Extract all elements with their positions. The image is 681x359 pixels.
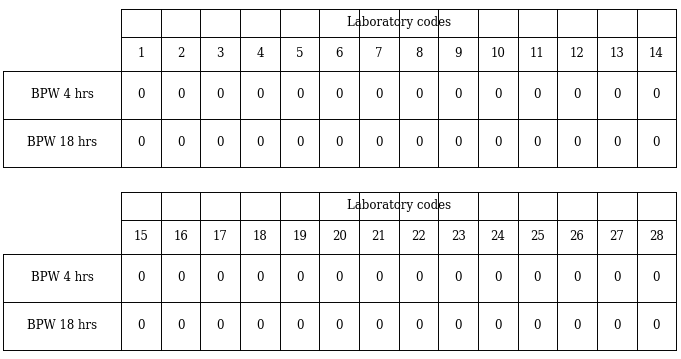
Text: Laboratory codes: Laboratory codes <box>347 199 451 213</box>
Text: 5: 5 <box>296 47 303 60</box>
Text: 1: 1 <box>138 47 144 60</box>
Text: 0: 0 <box>217 320 224 332</box>
Text: 0: 0 <box>415 136 422 149</box>
Text: 0: 0 <box>138 320 145 332</box>
Text: 21: 21 <box>372 230 386 243</box>
Text: 0: 0 <box>494 271 502 284</box>
Text: 0: 0 <box>177 136 185 149</box>
Text: 0: 0 <box>256 136 264 149</box>
Text: 28: 28 <box>649 230 664 243</box>
Text: 0: 0 <box>177 271 185 284</box>
Text: 0: 0 <box>415 88 422 101</box>
Text: 0: 0 <box>573 88 581 101</box>
Text: 0: 0 <box>415 320 422 332</box>
Text: 4: 4 <box>256 47 264 60</box>
Text: 3: 3 <box>217 47 224 60</box>
Text: BPW 4 hrs: BPW 4 hrs <box>31 271 94 284</box>
Text: 23: 23 <box>451 230 466 243</box>
Text: 10: 10 <box>490 47 505 60</box>
Text: 0: 0 <box>296 320 303 332</box>
Text: 7: 7 <box>375 47 383 60</box>
Text: 0: 0 <box>494 136 502 149</box>
Text: 0: 0 <box>613 88 620 101</box>
Text: 0: 0 <box>217 271 224 284</box>
Text: 0: 0 <box>573 271 581 284</box>
Text: 6: 6 <box>336 47 343 60</box>
Text: 0: 0 <box>652 88 660 101</box>
Text: 0: 0 <box>336 320 343 332</box>
Text: 0: 0 <box>534 88 541 101</box>
Text: 0: 0 <box>534 136 541 149</box>
Text: 0: 0 <box>138 136 145 149</box>
Text: 13: 13 <box>609 47 624 60</box>
Text: BPW 18 hrs: BPW 18 hrs <box>27 320 97 332</box>
Text: 0: 0 <box>177 320 185 332</box>
Text: 0: 0 <box>454 136 462 149</box>
Text: 0: 0 <box>494 88 502 101</box>
Text: 0: 0 <box>454 88 462 101</box>
Text: 0: 0 <box>613 271 620 284</box>
Text: 0: 0 <box>375 320 383 332</box>
Text: 26: 26 <box>570 230 584 243</box>
Text: 0: 0 <box>217 136 224 149</box>
Text: 17: 17 <box>213 230 227 243</box>
Text: 0: 0 <box>613 320 620 332</box>
Text: 22: 22 <box>411 230 426 243</box>
Text: 0: 0 <box>256 320 264 332</box>
Text: 27: 27 <box>609 230 624 243</box>
Text: 0: 0 <box>573 136 581 149</box>
Text: 0: 0 <box>336 271 343 284</box>
Text: 15: 15 <box>133 230 148 243</box>
Text: 0: 0 <box>375 88 383 101</box>
Text: 24: 24 <box>490 230 505 243</box>
Text: 16: 16 <box>173 230 188 243</box>
Text: 8: 8 <box>415 47 422 60</box>
Text: 0: 0 <box>256 271 264 284</box>
Text: 0: 0 <box>454 271 462 284</box>
Text: 0: 0 <box>336 136 343 149</box>
Text: 0: 0 <box>534 271 541 284</box>
Text: 0: 0 <box>613 136 620 149</box>
Text: 18: 18 <box>253 230 268 243</box>
Text: 0: 0 <box>296 136 303 149</box>
Text: 0: 0 <box>534 320 541 332</box>
Text: 0: 0 <box>652 320 660 332</box>
Text: BPW 18 hrs: BPW 18 hrs <box>27 136 97 149</box>
Text: 0: 0 <box>296 271 303 284</box>
Text: 0: 0 <box>573 320 581 332</box>
Text: 0: 0 <box>652 136 660 149</box>
Text: 0: 0 <box>494 320 502 332</box>
Text: Laboratory codes: Laboratory codes <box>347 16 451 29</box>
Text: 9: 9 <box>454 47 462 60</box>
Text: 0: 0 <box>177 88 185 101</box>
Text: 20: 20 <box>332 230 347 243</box>
Text: 2: 2 <box>177 47 185 60</box>
Text: 11: 11 <box>530 47 545 60</box>
Text: 0: 0 <box>217 88 224 101</box>
Text: 19: 19 <box>292 230 307 243</box>
Text: 0: 0 <box>652 271 660 284</box>
Text: 0: 0 <box>454 320 462 332</box>
Text: 12: 12 <box>570 47 584 60</box>
Text: 25: 25 <box>530 230 545 243</box>
Text: 0: 0 <box>415 271 422 284</box>
Text: 0: 0 <box>336 88 343 101</box>
Text: 0: 0 <box>138 271 145 284</box>
Text: 0: 0 <box>375 271 383 284</box>
Text: 14: 14 <box>649 47 664 60</box>
Text: 0: 0 <box>138 88 145 101</box>
Text: BPW 4 hrs: BPW 4 hrs <box>31 88 94 101</box>
Text: 0: 0 <box>256 88 264 101</box>
Text: 0: 0 <box>375 136 383 149</box>
Text: 0: 0 <box>296 88 303 101</box>
